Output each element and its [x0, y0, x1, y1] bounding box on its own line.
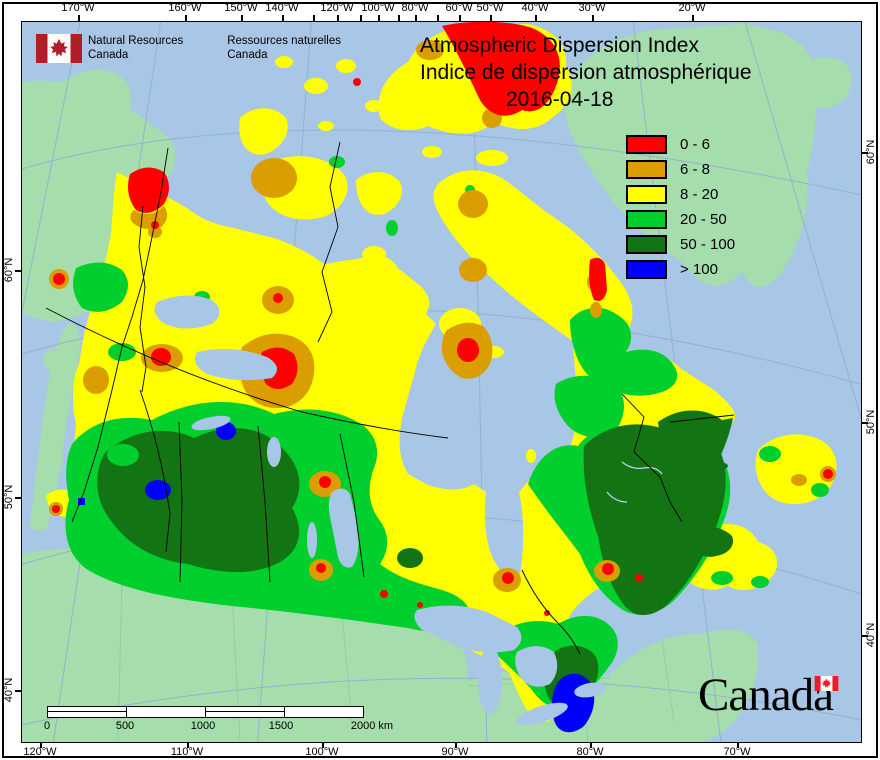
legend-swatch-0-6 — [626, 135, 667, 154]
axis-label: 40°W — [521, 2, 549, 14]
axis-label: 100°W — [305, 746, 339, 758]
axis-label: 50°W — [476, 2, 504, 14]
legend-label: 50 - 100 — [680, 236, 736, 253]
canada-adi-map — [22, 22, 861, 742]
axis-label: 50°N — [865, 409, 877, 435]
axis-label: 70°W — [723, 746, 751, 758]
legend-label: 0 - 6 — [680, 136, 711, 153]
canada-flag-icon — [36, 34, 82, 63]
wordmark-text: Canada — [698, 669, 834, 721]
axis-label: 160°W — [168, 2, 202, 14]
gaspe-dark — [686, 526, 734, 557]
axis-label: 170°W — [61, 2, 95, 14]
axis-label: 80°W — [576, 746, 604, 758]
great-slave-red — [259, 347, 298, 389]
legend-row: 0 - 6 — [626, 132, 735, 157]
scale-label: 1500 — [268, 720, 294, 732]
quebec-green-ungava — [570, 307, 678, 396]
map-title: Atmospheric Dispersion Index Indice de d… — [420, 32, 752, 113]
nrcan-logo: Natural Resources Canada Ressources natu… — [36, 34, 341, 63]
axis-label: 40°N — [865, 622, 877, 648]
title-date: 2016-04-18 — [506, 88, 614, 111]
scale-label: 0 — [43, 720, 51, 732]
baffin-island — [433, 170, 633, 351]
canada-wordmark: Canada — [698, 669, 839, 721]
alaska-mainland — [22, 80, 176, 322]
map-frame: Natural Resources Canada Ressources natu… — [21, 21, 862, 743]
logo-fr-line2: Canada — [227, 49, 268, 61]
title-english: Atmospheric Dispersion Index — [420, 34, 699, 57]
axis-label: 60°W — [445, 2, 473, 14]
legend: 0 - 6 6 - 8 8 - 20 20 - 50 50 - 100 > 10… — [626, 132, 735, 282]
political-borders — [45, 141, 735, 655]
usa-west — [22, 548, 482, 742]
lake-winnipeg — [328, 488, 359, 568]
prairie-dark-core — [97, 428, 300, 573]
ellesmere-red — [442, 22, 560, 116]
labrador-dark — [658, 410, 733, 491]
lake-michigan — [478, 646, 502, 714]
axis-label: 90°W — [441, 746, 469, 758]
scale-label: 500 — [115, 720, 135, 732]
axis-label: 20°W — [678, 2, 706, 14]
legend-row: 8 - 20 — [626, 182, 735, 207]
legend-swatch-6-8 — [626, 160, 667, 179]
iceland — [797, 57, 852, 108]
lake-superior — [414, 605, 522, 653]
axis-label: 80°W — [401, 2, 429, 14]
logo-text-fr: Ressources naturelles Canada — [227, 34, 341, 63]
axis-label: 40°N — [3, 677, 15, 703]
scale-bar-graphic — [47, 706, 407, 718]
axis-label: 50°N — [3, 484, 15, 510]
legend-swatch-20-50 — [626, 210, 667, 229]
legend-row: 6 - 8 — [626, 157, 735, 182]
axis-label: 150°W — [224, 2, 258, 14]
legend-swatch-8-20 — [626, 185, 667, 204]
legend-swatch-50-100 — [626, 235, 667, 254]
adi-regions-0-6 — [52, 22, 833, 616]
axis-label: 120°W — [23, 746, 57, 758]
logo-en-line1: Natural Resources — [88, 35, 184, 47]
legend-row: 50 - 100 — [626, 232, 735, 257]
lake-erie — [516, 702, 568, 726]
legend-label: 20 - 50 — [680, 211, 727, 228]
wordmark-flag-icon — [814, 676, 839, 691]
axis-label: 140°W — [265, 2, 299, 14]
great-bear-lake — [154, 295, 220, 329]
lake-ontario — [574, 682, 606, 698]
banks-island — [239, 108, 288, 155]
legend-row: > 100 — [626, 257, 735, 282]
scale-label: 2000 km — [350, 720, 394, 732]
axis-label: 60°N — [3, 257, 15, 283]
somerset-island — [356, 171, 403, 215]
legend-label: > 100 — [680, 261, 718, 278]
axis-label: 60°N — [865, 139, 877, 165]
axis-label: 120°W — [320, 2, 354, 14]
scale-label: 1000 — [190, 720, 216, 732]
legend-label: 6 - 8 — [680, 161, 711, 178]
lake-huron — [515, 646, 558, 687]
axis-label: 110°W — [170, 746, 204, 758]
legend-row: 20 - 50 — [626, 207, 735, 232]
logo-fr-line1: Ressources naturelles — [227, 35, 342, 47]
legend-label: 8 - 20 — [680, 186, 719, 203]
axis-label: 100°W — [361, 2, 395, 14]
scale-bar: 0 500 1000 1500 2000 km — [43, 706, 407, 736]
great-slave-lake — [194, 348, 277, 381]
axis-label: 30°W — [578, 2, 606, 14]
greenland — [562, 24, 816, 287]
logo-en-line2: Canada — [88, 49, 129, 61]
lakes — [154, 295, 663, 726]
logo-text-en: Natural Resources Canada — [88, 34, 183, 63]
legend-swatch-over-100 — [626, 260, 667, 279]
title-french: Indice de dispersion atmosphérique — [420, 61, 752, 84]
